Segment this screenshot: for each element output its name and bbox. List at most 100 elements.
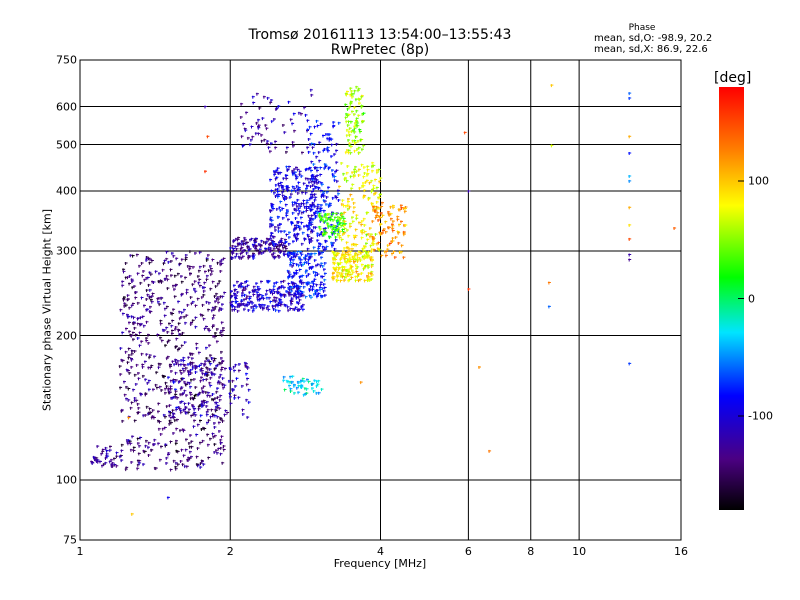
data-point xyxy=(343,247,347,250)
data-point xyxy=(323,167,327,171)
data-point xyxy=(320,204,323,207)
data-point xyxy=(241,413,245,416)
data-point xyxy=(273,226,277,229)
data-point xyxy=(348,142,352,146)
data-point xyxy=(302,202,306,206)
data-point xyxy=(123,380,126,384)
data-point xyxy=(153,355,157,359)
data-point xyxy=(300,386,304,389)
data-point xyxy=(125,397,129,401)
data-point xyxy=(238,242,242,246)
data-point xyxy=(162,413,166,417)
data-point xyxy=(377,219,381,222)
data-point xyxy=(135,363,139,367)
data-point xyxy=(216,282,220,286)
data-point xyxy=(176,359,180,363)
data-point xyxy=(370,165,374,169)
data-point xyxy=(304,254,308,258)
data-point xyxy=(184,258,188,262)
data-point xyxy=(265,237,269,241)
data-point xyxy=(234,288,238,292)
data-point xyxy=(276,287,280,291)
data-point xyxy=(262,250,266,254)
data-point xyxy=(276,167,280,171)
data-point xyxy=(145,439,148,443)
data-point xyxy=(128,321,131,325)
data-point xyxy=(164,381,168,385)
data-point xyxy=(219,417,223,420)
data-point xyxy=(358,102,361,106)
data-point xyxy=(132,446,136,450)
data-point xyxy=(345,275,349,279)
data-point xyxy=(193,411,197,415)
data-point xyxy=(142,324,146,328)
data-point xyxy=(272,118,276,121)
data-point xyxy=(301,291,305,294)
data-point xyxy=(145,353,149,357)
data-point xyxy=(96,458,100,462)
data-point xyxy=(398,223,401,227)
data-point xyxy=(182,356,186,360)
data-point xyxy=(375,200,379,204)
data-point xyxy=(174,359,178,363)
data-point xyxy=(222,257,226,261)
data-point xyxy=(307,252,310,256)
data-point xyxy=(309,178,313,181)
data-point xyxy=(287,242,291,246)
data-point xyxy=(234,255,238,259)
data-point xyxy=(102,463,106,467)
data-point xyxy=(360,223,364,227)
data-point xyxy=(316,124,320,128)
data-point xyxy=(295,253,299,257)
data-point xyxy=(317,250,321,254)
phase-legend-x-mode: mean, sd,X: 86.9, 22.6 xyxy=(594,44,708,55)
data-point xyxy=(367,233,371,236)
data-point xyxy=(126,442,130,446)
data-point xyxy=(340,213,344,217)
data-point xyxy=(167,339,171,343)
data-point xyxy=(215,328,219,331)
data-point xyxy=(295,284,299,288)
data-point xyxy=(301,303,305,307)
data-point xyxy=(252,101,256,105)
data-point xyxy=(216,415,220,419)
data-point xyxy=(151,409,155,413)
data-point xyxy=(203,401,207,405)
data-point xyxy=(96,445,100,449)
data-point xyxy=(199,368,203,372)
data-point xyxy=(130,358,134,362)
data-point xyxy=(194,290,198,294)
data-point xyxy=(327,186,331,190)
data-point xyxy=(356,256,360,260)
data-point xyxy=(330,231,334,235)
data-point xyxy=(312,270,316,274)
data-point xyxy=(488,449,492,453)
data-point xyxy=(146,308,150,312)
phase-legend-title: Phase xyxy=(628,23,656,33)
data-point xyxy=(242,302,246,306)
data-point xyxy=(366,264,370,268)
data-point xyxy=(400,220,403,224)
data-point xyxy=(192,378,196,382)
data-point xyxy=(295,166,298,170)
data-point xyxy=(213,426,217,429)
data-point xyxy=(314,166,318,170)
data-point xyxy=(371,220,375,224)
data-point xyxy=(269,178,273,182)
data-point xyxy=(347,200,350,204)
data-point xyxy=(368,227,372,231)
data-point xyxy=(322,220,326,224)
data-point xyxy=(277,304,280,308)
data-point xyxy=(292,258,296,262)
data-point xyxy=(126,361,130,365)
data-point xyxy=(286,185,289,188)
data-point xyxy=(347,197,350,201)
data-point xyxy=(391,227,395,231)
data-point xyxy=(303,205,307,209)
data-point xyxy=(333,153,337,157)
data-point xyxy=(159,336,163,340)
data-point xyxy=(400,206,404,210)
data-point xyxy=(242,122,246,126)
data-point xyxy=(120,358,124,362)
data-point xyxy=(169,311,173,315)
